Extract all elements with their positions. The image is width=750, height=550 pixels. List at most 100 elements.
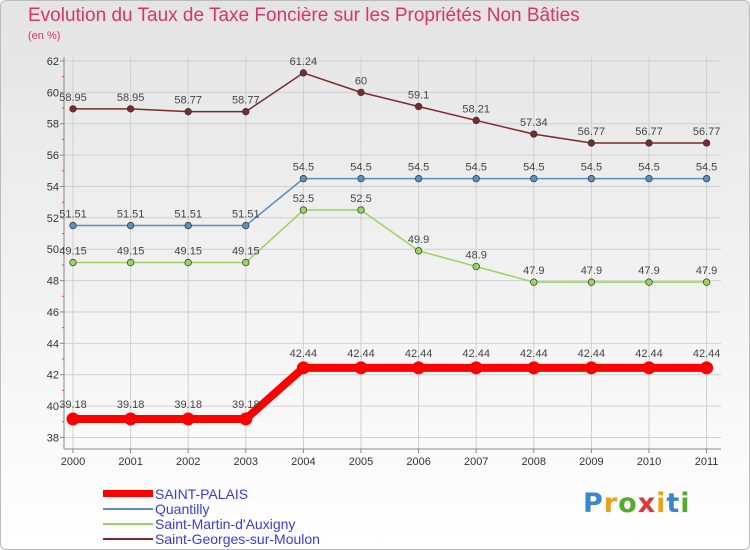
legend-label: Saint-Martin-d'Auxigny (155, 516, 296, 532)
data-point (357, 88, 365, 97)
data-label: 54.5 (696, 162, 717, 174)
data-label: 52.5 (293, 193, 314, 205)
x-tick-label: 2008 (522, 456, 546, 468)
x-tick-label: 2011 (695, 456, 719, 468)
data-label: 47.9 (581, 265, 602, 277)
data-point (299, 206, 308, 214)
data-label: 51.51 (117, 209, 145, 221)
data-label: 54.5 (581, 162, 602, 174)
data-point (530, 278, 538, 286)
data-point (645, 278, 653, 286)
data-label: 49.15 (174, 246, 202, 258)
data-point (414, 174, 423, 183)
data-point (66, 412, 80, 426)
data-label: 51.51 (232, 209, 260, 221)
x-tick-label: 2006 (406, 456, 430, 468)
data-label: 58.95 (117, 92, 145, 104)
data-point (584, 361, 598, 375)
series-saint-martin-d-auxigny (69, 206, 711, 286)
x-tick-label: 2009 (579, 456, 603, 468)
grid (64, 57, 721, 449)
data-label: 49.15 (59, 246, 87, 258)
data-point (645, 139, 653, 147)
data-point (184, 108, 192, 116)
data-label: 58.77 (174, 95, 202, 107)
data-label: 48.9 (465, 249, 486, 261)
plot-area (64, 57, 721, 449)
data-point (299, 69, 308, 77)
data-labels: 51.51 51.51 51.51 51.51 54.5 54.5 54.5 54.5 54.5… (59, 56, 720, 411)
data-label: 47.9 (523, 265, 544, 277)
legend-swatch (103, 538, 153, 540)
data-label: 42.44 (693, 348, 721, 360)
y-tick-label: 58 (47, 119, 59, 131)
legend-swatch (103, 523, 153, 525)
data-point (126, 105, 135, 113)
data-label: 60 (355, 75, 367, 87)
data-point (69, 258, 77, 267)
data-point (472, 116, 480, 125)
data-label: 42.44 (520, 348, 548, 360)
series-quantilly (69, 174, 711, 230)
chart-title: Evolution du Taux de Taxe Foncière sur l… (28, 5, 580, 26)
y-tick-label: 42 (47, 370, 59, 382)
data-label: 47.9 (696, 265, 717, 277)
data-label: 58.21 (462, 103, 490, 115)
data-label: 47.9 (638, 265, 659, 277)
data-point (702, 174, 711, 183)
data-label: 42.44 (405, 348, 433, 360)
x-tick-label: 2003 (234, 456, 258, 468)
series-line-saint-georges-sur-moulon (72, 72, 708, 144)
data-point (642, 361, 656, 375)
data-label: 54.5 (350, 162, 371, 174)
legend-swatch (103, 508, 153, 510)
data-point (126, 221, 135, 230)
data-point (645, 174, 653, 183)
data-point (357, 206, 365, 214)
x-tick-label: 2007 (464, 456, 488, 468)
data-label: 61.24 (290, 56, 318, 68)
data-label: 42.44 (290, 348, 318, 360)
data-label: 42.44 (347, 348, 375, 360)
data-label: 49.15 (232, 246, 260, 258)
data-point (69, 105, 77, 113)
data-point (124, 412, 138, 426)
data-label: 51.51 (59, 209, 87, 221)
data-point (530, 130, 538, 138)
data-point (587, 139, 596, 147)
data-point (412, 361, 426, 375)
x-tick-label: 2004 (291, 456, 315, 468)
data-point (414, 102, 423, 111)
data-label: 39.18 (174, 399, 202, 411)
x-tick-label: 2005 (349, 456, 373, 468)
proxiti-logo: Proxiti (583, 488, 691, 519)
data-label: 54.5 (523, 162, 544, 174)
legend-swatch (103, 490, 153, 497)
data-label: 54.5 (465, 162, 486, 174)
data-label: 57.34 (520, 117, 548, 129)
data-point (242, 258, 250, 267)
y-tick-label: 48 (47, 276, 59, 288)
data-label: 54.5 (408, 162, 429, 174)
data-label: 56.77 (693, 126, 721, 138)
series-line-quantilly (72, 177, 708, 227)
data-point (472, 262, 480, 271)
data-point (702, 278, 711, 286)
data-point (472, 174, 480, 183)
data-label: 54.5 (293, 162, 314, 174)
y-tick-label: 44 (47, 338, 59, 350)
axes: 38 40 42 44 46 48 50 52 54 56 58 60 62 2000 2001 2002 20… (47, 56, 721, 468)
x-tick-label: 2000 (61, 456, 85, 468)
data-point (587, 174, 596, 183)
data-point (239, 412, 253, 426)
data-point (299, 174, 308, 183)
legend-label: Quantilly (155, 501, 210, 517)
data-point (354, 361, 368, 375)
data-label: 49.9 (408, 234, 429, 246)
y-tick-label: 38 (47, 432, 59, 444)
data-label: 39.18 (232, 399, 260, 411)
data-point (181, 412, 195, 426)
legend-label: SAINT-PALAIS (155, 486, 249, 502)
series-saint-palais (66, 361, 714, 426)
